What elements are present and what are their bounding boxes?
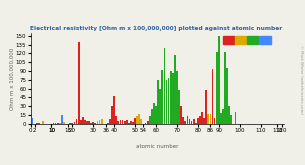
Bar <box>38 123 40 124</box>
Bar <box>78 42 80 124</box>
Bar <box>222 109 224 124</box>
Bar <box>207 114 209 124</box>
Bar <box>178 90 180 124</box>
Bar <box>203 118 205 124</box>
Bar <box>157 80 159 124</box>
Bar <box>86 121 88 124</box>
Bar <box>42 121 44 124</box>
Bar <box>92 122 94 124</box>
Bar <box>228 106 230 124</box>
Bar <box>235 112 236 124</box>
Bar <box>117 121 119 124</box>
Bar <box>84 120 86 124</box>
Bar <box>168 78 170 124</box>
Bar <box>113 96 115 124</box>
Bar <box>147 121 149 124</box>
Bar <box>53 123 54 124</box>
Bar <box>201 112 203 124</box>
Bar <box>138 114 140 124</box>
Bar <box>174 55 176 124</box>
Bar <box>216 52 217 124</box>
Bar <box>199 115 201 124</box>
Bar <box>176 71 178 124</box>
Bar <box>182 117 184 124</box>
Bar <box>155 106 157 124</box>
Bar <box>172 73 174 124</box>
Bar <box>95 123 96 124</box>
Bar <box>170 71 172 124</box>
Bar <box>163 48 165 124</box>
Bar <box>109 119 111 124</box>
Bar <box>61 115 63 124</box>
Bar <box>224 52 226 124</box>
Bar <box>122 120 124 124</box>
Bar <box>193 119 195 124</box>
Text: Electrical resistivity [Ohm m x 100,000,000] plotted against atomic number: Electrical resistivity [Ohm m x 100,000,… <box>30 26 283 31</box>
Bar <box>90 123 92 124</box>
Bar <box>128 123 130 124</box>
Bar <box>124 121 126 124</box>
Bar <box>235 36 246 44</box>
Bar <box>145 123 146 124</box>
Bar <box>126 120 127 124</box>
Bar <box>36 123 38 124</box>
Bar <box>71 123 73 124</box>
Bar <box>80 120 82 124</box>
Bar <box>231 115 232 124</box>
Bar <box>88 121 90 124</box>
Bar <box>191 121 192 124</box>
Bar <box>212 69 214 124</box>
Bar <box>69 123 71 124</box>
Bar <box>195 123 197 124</box>
Bar <box>136 116 138 124</box>
Bar <box>141 119 142 124</box>
Bar <box>82 117 84 124</box>
Bar <box>153 103 155 124</box>
Bar <box>76 119 77 124</box>
Bar <box>226 67 228 124</box>
Bar <box>161 70 163 124</box>
Bar <box>132 122 134 124</box>
Bar <box>111 106 113 124</box>
Bar <box>59 123 61 124</box>
Bar <box>159 89 161 124</box>
Bar <box>97 121 98 124</box>
Bar <box>57 123 59 124</box>
Bar <box>187 115 188 124</box>
Bar <box>210 114 211 124</box>
Bar <box>220 113 222 124</box>
Bar <box>185 121 186 124</box>
Bar <box>188 119 190 124</box>
Bar <box>197 118 199 124</box>
Bar <box>205 90 207 124</box>
Bar <box>120 120 121 124</box>
Bar <box>151 109 153 124</box>
Bar <box>134 118 136 124</box>
Bar <box>259 36 271 44</box>
Bar <box>247 36 258 44</box>
Bar <box>107 123 109 124</box>
Bar <box>101 119 102 124</box>
Bar <box>55 123 56 124</box>
Bar <box>32 118 34 124</box>
Bar <box>166 80 167 124</box>
Bar <box>74 122 75 124</box>
Y-axis label: Ohm m x 100,000,000: Ohm m x 100,000,000 <box>9 47 14 110</box>
Bar <box>63 122 65 124</box>
Bar <box>130 121 132 124</box>
Bar <box>99 120 100 124</box>
Bar <box>149 115 151 124</box>
Bar <box>218 36 220 124</box>
Text: © Mark Winter (webelements.com): © Mark Winter (webelements.com) <box>300 45 303 114</box>
Bar <box>115 115 117 124</box>
Bar <box>223 36 234 44</box>
Bar <box>214 118 216 124</box>
Bar <box>180 106 182 124</box>
X-axis label: atomic number: atomic number <box>136 144 178 149</box>
